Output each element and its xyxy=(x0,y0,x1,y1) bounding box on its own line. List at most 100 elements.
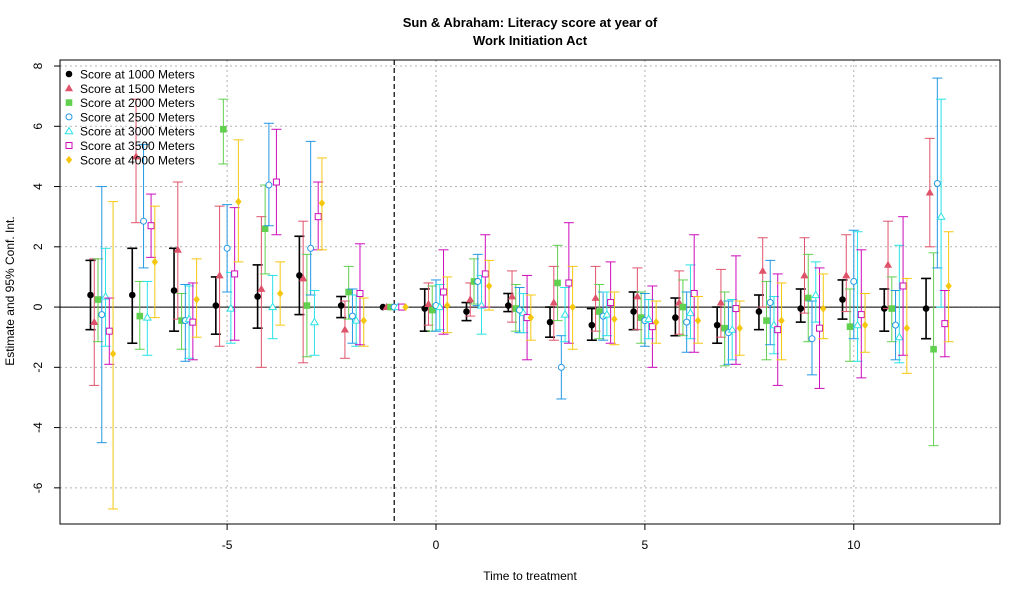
legend-item-5: Score at 3000 Meters xyxy=(64,125,195,139)
data-point xyxy=(345,288,352,296)
data-point xyxy=(136,312,144,320)
data-point xyxy=(811,290,821,299)
data-point xyxy=(485,281,493,290)
data-point xyxy=(309,317,320,326)
plot-frame xyxy=(59,59,1001,525)
data-point xyxy=(716,298,725,306)
data-point xyxy=(151,257,159,266)
legend-label: Score at 3000 Meters xyxy=(80,125,195,139)
data-point xyxy=(816,324,824,332)
data-point xyxy=(276,289,284,298)
data-point xyxy=(444,301,451,310)
axes: -5 0 5 10 -6 -4 -2 0 2 4 6 8 xyxy=(31,62,861,552)
data-point xyxy=(736,324,743,333)
legend-label: Score at 2000 Meters xyxy=(80,96,195,110)
x-tick-label: -5 xyxy=(222,538,233,552)
data-point xyxy=(261,225,269,233)
data-point xyxy=(774,326,782,334)
y-tick-label: 6 xyxy=(31,123,45,130)
data-point xyxy=(903,324,911,333)
legend-item-6: Score at 3500 Meters xyxy=(65,139,195,153)
data-point xyxy=(602,309,612,318)
data-point xyxy=(941,320,949,328)
data-point xyxy=(769,320,779,329)
chart-title-line1: Sun & Abraham: Literacy score at year of xyxy=(403,15,658,30)
data-point xyxy=(296,272,303,279)
data-point xyxy=(173,245,182,253)
data-point xyxy=(839,296,846,303)
data-point xyxy=(850,277,858,285)
series-6 xyxy=(104,128,950,389)
data-point xyxy=(193,295,200,304)
data-point xyxy=(842,271,851,279)
data-point xyxy=(254,293,261,300)
data-point xyxy=(466,295,475,303)
y-axis-label: Estimate and 95% Conf. Int. xyxy=(3,216,17,365)
data-point xyxy=(507,292,517,300)
y-tick-label: -4 xyxy=(31,422,45,433)
data-point xyxy=(611,315,618,324)
data-point xyxy=(549,298,558,306)
data-point xyxy=(307,244,315,252)
data-point xyxy=(888,305,896,312)
y-tick-label: 2 xyxy=(31,243,45,250)
legend-marker xyxy=(65,99,73,106)
legend-marker xyxy=(65,113,73,121)
data-point xyxy=(883,260,893,268)
data-point xyxy=(348,312,356,320)
data-point xyxy=(94,296,102,303)
data-point xyxy=(588,321,596,329)
grid-lines xyxy=(60,60,1000,524)
data-point xyxy=(428,306,436,314)
data-point xyxy=(189,318,197,326)
legend-item-2: Score at 1500 Meters xyxy=(64,82,195,96)
data-point xyxy=(565,279,573,287)
data-point xyxy=(220,125,227,133)
data-point xyxy=(223,244,231,252)
data-point xyxy=(721,324,728,332)
data-point xyxy=(474,277,482,285)
data-point xyxy=(340,325,349,333)
data-point xyxy=(758,266,767,274)
data-point xyxy=(337,302,345,309)
data-point xyxy=(554,279,561,287)
data-point xyxy=(142,312,152,321)
data-point xyxy=(131,152,141,160)
data-point xyxy=(518,308,528,317)
data-point xyxy=(857,311,865,319)
data-point xyxy=(109,349,117,358)
data-point xyxy=(170,287,178,294)
data-point xyxy=(925,188,934,196)
data-point xyxy=(679,303,687,311)
data-point xyxy=(675,298,684,306)
y-tick-label: 8 xyxy=(31,62,45,69)
data-point xyxy=(440,288,448,296)
data-point xyxy=(318,199,326,208)
data-point xyxy=(694,316,702,325)
data-point xyxy=(303,302,311,309)
data-point xyxy=(683,318,691,326)
data-point xyxy=(945,281,952,290)
data-point xyxy=(105,327,113,335)
data-point xyxy=(212,302,220,309)
data-point xyxy=(402,303,409,312)
data-point xyxy=(763,317,770,324)
data-point xyxy=(257,284,266,292)
legend-marker xyxy=(64,84,74,92)
series-5 xyxy=(100,98,947,364)
data-point xyxy=(226,303,236,312)
data-point xyxy=(755,308,763,315)
data-point xyxy=(936,211,946,220)
data-point xyxy=(930,345,937,353)
data-point xyxy=(560,309,570,318)
data-point xyxy=(265,181,273,189)
data-point xyxy=(607,299,615,307)
legend-marker xyxy=(65,155,73,164)
data-point xyxy=(140,217,148,225)
data-point xyxy=(652,318,660,327)
data-point xyxy=(899,282,907,290)
legend-marker xyxy=(65,142,73,149)
legend-label: Score at 1000 Meters xyxy=(80,68,195,82)
data-series xyxy=(85,77,954,510)
data-point xyxy=(820,304,827,313)
